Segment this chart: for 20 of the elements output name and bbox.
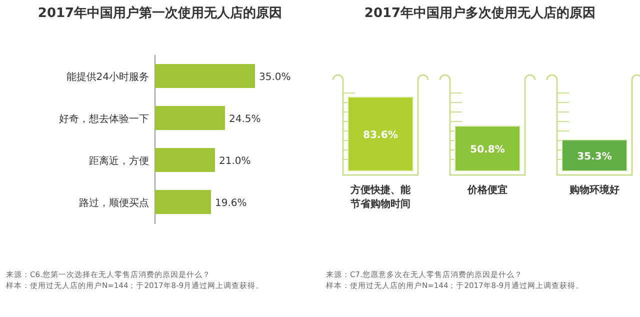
data-label: 35.3% — [577, 151, 612, 162]
y-tick-label: 能提供24小时服务 — [66, 71, 149, 83]
bar — [155, 190, 211, 214]
x-tick-label: 价格便宜 — [466, 184, 508, 196]
data-label: 35.0% — [259, 72, 291, 83]
chart-title: 2017年中国用户多次使用无人店的原因 — [364, 5, 596, 21]
y-tick-label: 路过，顺便买点 — [79, 197, 149, 209]
x-tick-label: 购物环境好 — [568, 184, 620, 196]
bar — [155, 64, 255, 88]
data-label: 19.6% — [215, 198, 247, 209]
y-tick-label: 好奇，想去体验一下 — [59, 113, 149, 125]
data-label: 24.5% — [229, 114, 261, 125]
x-tick-label: 方便快捷、能节省购物时间 — [350, 184, 412, 210]
data-label: 21.0% — [219, 156, 251, 167]
bar — [155, 148, 215, 172]
y-tick-label: 距离近，方便 — [89, 155, 149, 167]
data-label: 50.8% — [470, 144, 505, 156]
bar — [155, 106, 225, 130]
data-label: 83.6% — [363, 130, 398, 141]
chart-title: 2017年中国用户第一次使用无人店的原因 — [38, 5, 282, 21]
